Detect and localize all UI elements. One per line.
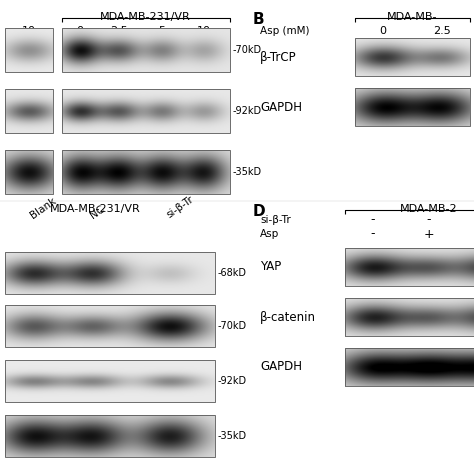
Text: -: - <box>371 228 375 240</box>
Bar <box>5 415 215 457</box>
Bar <box>5 150 53 194</box>
Bar <box>5 28 53 72</box>
Text: B: B <box>253 12 264 27</box>
Text: 5: 5 <box>158 26 165 36</box>
Text: -70kD: -70kD <box>233 45 262 55</box>
Text: 2.5: 2.5 <box>110 26 128 36</box>
Text: NC: NC <box>88 203 106 220</box>
Bar <box>5 360 215 402</box>
Text: GAPDH: GAPDH <box>260 361 302 374</box>
Text: 2.5: 2.5 <box>433 26 451 36</box>
Bar <box>62 150 230 194</box>
Bar <box>5 252 215 294</box>
Bar <box>345 298 474 336</box>
Text: -: - <box>427 213 431 227</box>
Text: D: D <box>253 204 265 219</box>
Text: Asp: Asp <box>260 229 279 239</box>
Bar <box>5 305 215 347</box>
Text: MDA-MB-: MDA-MB- <box>387 12 437 22</box>
Bar <box>5 89 53 133</box>
Text: Asp (mM): Asp (mM) <box>260 26 310 36</box>
Bar <box>62 89 230 133</box>
Text: YAP: YAP <box>260 261 281 273</box>
Text: 10: 10 <box>197 26 211 36</box>
Text: Blank: Blank <box>28 195 58 220</box>
Text: -70kD: -70kD <box>218 321 247 331</box>
Text: -35kD: -35kD <box>233 167 262 177</box>
Bar <box>345 348 474 386</box>
Text: si-β-Tr: si-β-Tr <box>165 194 196 220</box>
Text: MDA-MB-2: MDA-MB-2 <box>400 204 458 214</box>
Text: -92kD: -92kD <box>233 106 262 116</box>
Text: GAPDH: GAPDH <box>260 100 302 113</box>
Bar <box>355 88 470 126</box>
Text: β-TrCP: β-TrCP <box>260 51 297 64</box>
Text: MDA-MB-231/VR: MDA-MB-231/VR <box>100 12 191 22</box>
Text: β-catenin: β-catenin <box>260 310 316 323</box>
Text: 0: 0 <box>380 26 386 36</box>
Bar <box>62 28 230 72</box>
Text: -68kD: -68kD <box>218 268 247 278</box>
Bar <box>345 248 474 286</box>
Text: +: + <box>424 228 434 240</box>
Text: 0: 0 <box>76 26 83 36</box>
Text: 10: 10 <box>22 26 36 36</box>
Text: -92kD: -92kD <box>218 376 247 386</box>
Text: si-β-Tr: si-β-Tr <box>260 215 291 225</box>
Text: -35kD: -35kD <box>218 431 247 441</box>
Text: -: - <box>371 213 375 227</box>
Text: MDA-MB-231/VR: MDA-MB-231/VR <box>50 204 140 214</box>
Bar <box>355 38 470 76</box>
